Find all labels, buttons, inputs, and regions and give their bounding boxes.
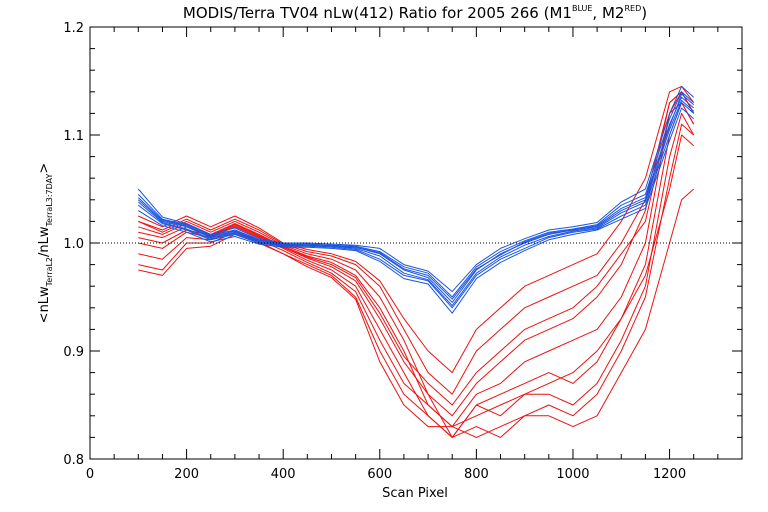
series-line-m1-1 [137,102,695,309]
series-line-m1-5 [137,99,695,307]
series-line-m1-4 [137,85,695,293]
series-line-m1-2 [137,91,695,298]
chart-title: MODIS/Terra TV04 nLw(412) Ratio for 2005… [183,4,647,22]
tick-labels: 0 200 400 600 800 1000 1200 0.8 0.9 1.0 1.1 1.2 [63,21,686,482]
y-tick-label: 1.1 [63,129,84,144]
series-line-m2-16 [138,85,695,374]
axis-ticks [89,26,742,460]
x-tick-label: 800 [464,467,489,482]
series-line-m2-8 [138,91,695,428]
y-tick-label: 1.0 [63,237,84,252]
series-line-m1-3 [138,107,695,314]
series-line-m2-9 [138,91,695,417]
plot-lines [137,85,695,438]
series-line-m1-0 [137,96,695,303]
y-tick-label: 1.2 [63,21,84,36]
x-tick-label: 1200 [653,467,686,482]
series-line-m1-6 [137,93,695,300]
x-tick-label: 1000 [556,467,589,482]
y-tick-label: 0.9 [63,345,84,360]
x-tick-label: 400 [271,467,296,482]
x-tick-label: 600 [367,467,392,482]
x-tick-label: 0 [86,467,94,482]
x-axis-title: Scan Pixel [382,486,448,501]
x-tick-label: 200 [174,467,199,482]
y-axis-title: <nLwTerraL2/nLwTerraL3:7DAY> [37,163,54,324]
y-tick-label: 0.8 [63,453,84,468]
series-line-m2-15 [138,188,695,438]
series-line-m2-14 [138,102,695,406]
series-line-m2-10 [138,91,695,395]
